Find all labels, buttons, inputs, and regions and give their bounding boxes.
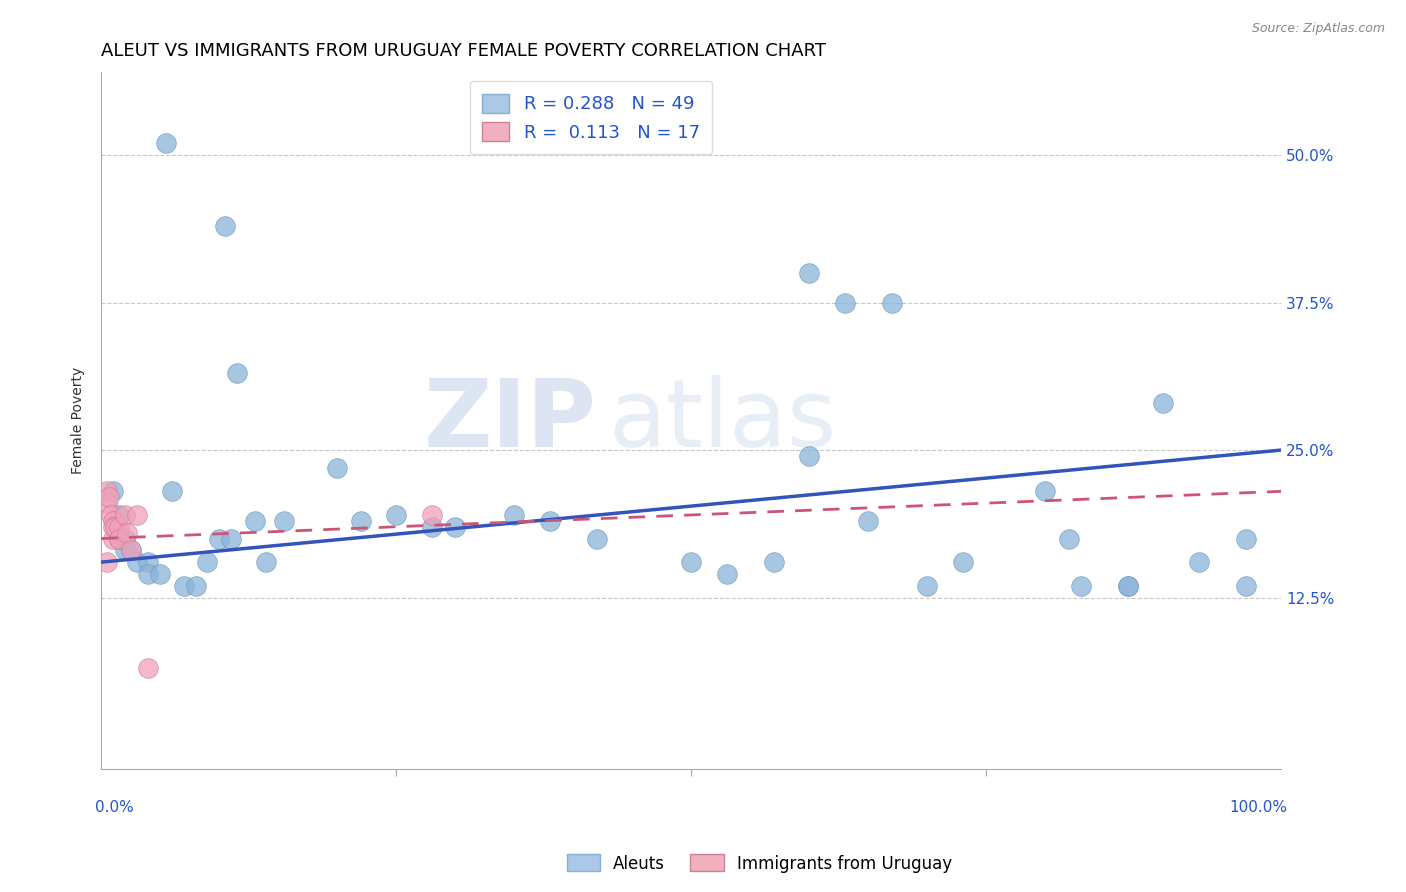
Point xyxy=(444,520,467,534)
Point xyxy=(917,579,939,593)
Point xyxy=(214,219,236,233)
Point xyxy=(101,532,124,546)
Point xyxy=(1116,579,1139,593)
Point xyxy=(108,508,131,522)
Point xyxy=(149,566,172,581)
Point xyxy=(184,579,207,593)
Point xyxy=(952,555,974,569)
Point xyxy=(120,543,142,558)
Point xyxy=(101,514,124,528)
Point xyxy=(799,449,821,463)
Point xyxy=(173,579,195,593)
Point xyxy=(681,555,703,569)
Point xyxy=(1234,532,1257,546)
Point xyxy=(125,555,148,569)
Point xyxy=(420,508,443,522)
Point xyxy=(100,508,122,522)
Point xyxy=(114,532,136,546)
Point xyxy=(762,555,785,569)
Point xyxy=(1152,396,1174,410)
Point xyxy=(538,514,561,528)
Legend: Aleuts, Immigrants from Uruguay: Aleuts, Immigrants from Uruguay xyxy=(560,847,959,880)
Point xyxy=(1070,579,1092,593)
Point xyxy=(1035,484,1057,499)
Point xyxy=(160,484,183,499)
Point xyxy=(101,484,124,499)
Point xyxy=(138,555,160,569)
Point xyxy=(385,508,408,522)
Point xyxy=(114,508,136,522)
Point xyxy=(98,490,121,504)
Point xyxy=(120,543,142,558)
Point xyxy=(243,514,266,528)
Point xyxy=(503,508,526,522)
Text: ALEUT VS IMMIGRANTS FROM URUGUAY FEMALE POVERTY CORRELATION CHART: ALEUT VS IMMIGRANTS FROM URUGUAY FEMALE … xyxy=(101,42,827,60)
Point xyxy=(858,514,880,528)
Point xyxy=(108,520,131,534)
Text: Source: ZipAtlas.com: Source: ZipAtlas.com xyxy=(1251,22,1385,36)
Point xyxy=(799,266,821,280)
Point xyxy=(101,520,124,534)
Point xyxy=(108,532,131,546)
Point xyxy=(155,136,177,151)
Point xyxy=(1116,579,1139,593)
Point xyxy=(1057,532,1080,546)
Point xyxy=(96,484,118,499)
Point xyxy=(420,520,443,534)
Point xyxy=(138,661,160,675)
Text: 100.0%: 100.0% xyxy=(1229,800,1288,815)
Point xyxy=(114,543,136,558)
Point xyxy=(96,555,118,569)
Point xyxy=(716,566,738,581)
Point xyxy=(256,555,278,569)
Point xyxy=(834,295,856,310)
Point xyxy=(125,508,148,522)
Text: atlas: atlas xyxy=(609,375,837,467)
Point xyxy=(880,295,903,310)
Point xyxy=(273,514,295,528)
Point xyxy=(1234,579,1257,593)
Point xyxy=(208,532,231,546)
Point xyxy=(326,460,349,475)
Point xyxy=(108,532,131,546)
Point xyxy=(96,496,118,510)
Y-axis label: Female Poverty: Female Poverty xyxy=(72,367,86,475)
Point xyxy=(226,367,249,381)
Point xyxy=(1188,555,1211,569)
Point xyxy=(115,525,138,540)
Text: 0.0%: 0.0% xyxy=(96,800,134,815)
Point xyxy=(197,555,219,569)
Legend: R = 0.288   N = 49, R =  0.113   N = 17: R = 0.288 N = 49, R = 0.113 N = 17 xyxy=(470,81,713,154)
Point xyxy=(350,514,373,528)
Point xyxy=(219,532,242,546)
Point xyxy=(138,566,160,581)
Point xyxy=(586,532,609,546)
Text: ZIP: ZIP xyxy=(425,375,598,467)
Point xyxy=(104,520,127,534)
